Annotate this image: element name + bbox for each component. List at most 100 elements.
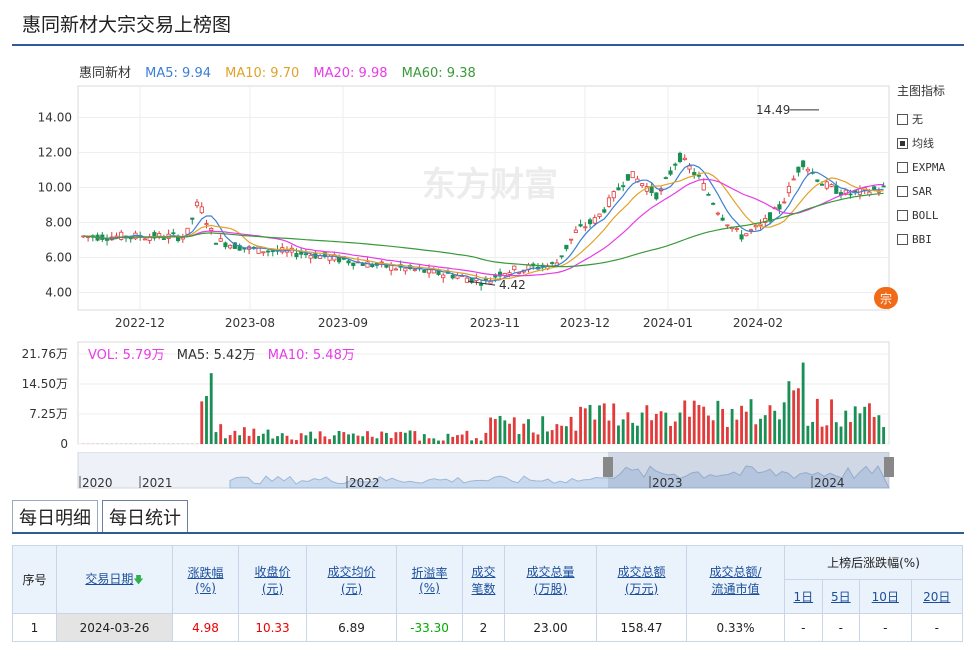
candle-body [720, 217, 725, 221]
sort-amount-link[interactable]: 成交总额 (万元) [617, 564, 666, 596]
volume-bar [593, 419, 597, 444]
volume-bar [261, 433, 265, 444]
header-after-10d[interactable]: 10日 [859, 579, 912, 614]
cell-volume: 23.00 [504, 613, 597, 642]
indicator-option-sar[interactable]: SAR [897, 179, 945, 203]
volume-legend-ma10: MA10: 5.48万 [267, 348, 355, 363]
header-after-1d[interactable]: 1日 [784, 579, 823, 614]
indicator-panel: 主图指标 无 均线 EXPMA SAR BOLL BBI [897, 82, 945, 251]
volume-bar [271, 438, 275, 444]
volume-bar [474, 438, 478, 444]
volume-bar [645, 405, 649, 444]
candle-body [270, 250, 275, 253]
volume-bar [721, 409, 725, 444]
timeline-label: 2020 [82, 476, 113, 490]
candle-body [611, 191, 616, 199]
header-premium[interactable]: 折溢率 (%) [396, 545, 463, 614]
tab-daily-statistics[interactable]: 每日统计 [102, 500, 188, 532]
volume-bar [418, 440, 421, 444]
volume-bar [550, 430, 554, 444]
header-change[interactable]: 涨跌幅 (%) [172, 545, 239, 614]
tab-daily-detail[interactable]: 每日明细 [12, 500, 98, 532]
volume-bar [612, 403, 616, 444]
volume-bar [441, 440, 445, 444]
timeline-left-handle [603, 457, 613, 477]
indicator-option-boll[interactable]: BOLL [897, 203, 945, 227]
candle-body [725, 224, 730, 227]
legend-stock-name: 惠同新材 [79, 66, 132, 81]
date-tick-label: 2023-11 [470, 316, 520, 330]
page-title: 惠同新材大宗交易上榜图 [22, 14, 232, 36]
candle-body [763, 218, 768, 224]
header-avg-price[interactable]: 成交均价 (元) [306, 545, 397, 614]
volume-legend-vol: VOL: 5.79万 [88, 348, 165, 363]
ma5-line [83, 164, 884, 282]
sort-premium-link[interactable]: 折溢率 (%) [411, 566, 448, 595]
volume-bar [664, 412, 668, 444]
header-date[interactable]: 交易日期🡇 [56, 545, 173, 614]
header-after-5d[interactable]: 5日 [821, 579, 861, 614]
volume-bar [801, 362, 805, 444]
timeline-navigator[interactable]: 2020 2021 2022 2023 2024 [0, 452, 900, 492]
sort-change-link[interactable]: 涨跌幅 (%) [187, 566, 224, 595]
volume-chart[interactable]: 21.76万 14.50万 7.25万 0 [0, 338, 900, 450]
header-close[interactable]: 收盘价 (元) [238, 545, 307, 614]
sort-volume-link[interactable]: 成交总量 (万股) [526, 564, 575, 596]
volume-bar [702, 406, 706, 444]
volume-bar [508, 423, 511, 444]
candle-body [204, 223, 209, 226]
header-count[interactable]: 成交 笔数 [462, 545, 505, 614]
indicator-option-ma[interactable]: 均线 [897, 131, 945, 155]
candlestick-chart[interactable]: 14.00 12.00 10.00 8.00 6.00 4.00 2022-12 2023-0… [0, 78, 900, 338]
checkbox-icon [897, 233, 908, 245]
volume-bar [280, 433, 284, 444]
ma20-line [83, 178, 884, 277]
volume-bar [247, 435, 251, 444]
volume-bar [730, 408, 734, 444]
volume-bar [408, 430, 412, 444]
indicator-option-expma[interactable]: EXPMA [897, 155, 945, 179]
price-tick-label: 4.00 [45, 286, 72, 300]
volume-bar [228, 435, 232, 444]
volume-bar [541, 416, 545, 444]
candle-body [171, 232, 176, 235]
sort-count-link[interactable]: 成交 笔数 [471, 564, 496, 596]
candle-body [692, 172, 697, 176]
indicator-option-bbi[interactable]: BBI [897, 227, 945, 251]
volume-bar [456, 435, 459, 444]
date-tick-label: 2024-01 [643, 316, 693, 330]
sort-date-link[interactable]: 交易日期 [85, 571, 134, 586]
volume-bar [342, 432, 346, 444]
block-trade-badge[interactable]: 宗 [874, 287, 898, 309]
volume-bar [304, 435, 308, 444]
indicator-option-none[interactable]: 无 [897, 107, 945, 131]
candle-body [777, 204, 782, 210]
volume-bar [868, 403, 871, 444]
header-after-20d[interactable]: 20日 [910, 579, 964, 614]
candle-body [815, 179, 820, 182]
sort-ratio-link[interactable]: 成交总额/流通市值 [709, 564, 762, 596]
candle-body [881, 185, 886, 188]
candle-body [114, 235, 119, 238]
volume-bar [517, 433, 521, 444]
candle-body [782, 201, 787, 204]
candle-body [753, 225, 758, 228]
header-volume[interactable]: 成交总量 (万股) [504, 545, 597, 614]
timeline-selection [608, 452, 889, 488]
sort-close-link[interactable]: 收盘价 (元) [254, 564, 291, 596]
volume-bar [328, 439, 332, 444]
sort-avg-price-link[interactable]: 成交均价 (元) [327, 564, 376, 596]
volume-bar [725, 426, 729, 444]
volume-bar [465, 430, 469, 444]
price-tick-label: 12.00 [38, 146, 72, 160]
volume-tick-label: 14.50万 [22, 377, 68, 391]
header-amount[interactable]: 成交总额 (万元) [596, 545, 687, 614]
volume-tick-label: 0 [60, 437, 68, 450]
volume-bar [498, 415, 502, 444]
volume-bar [484, 432, 488, 444]
volume-bar [602, 403, 606, 444]
volume-bar [697, 405, 701, 444]
candle-body [464, 277, 469, 283]
volume-bar [849, 422, 852, 444]
header-ratio[interactable]: 成交总额/流通市值 [686, 545, 785, 614]
